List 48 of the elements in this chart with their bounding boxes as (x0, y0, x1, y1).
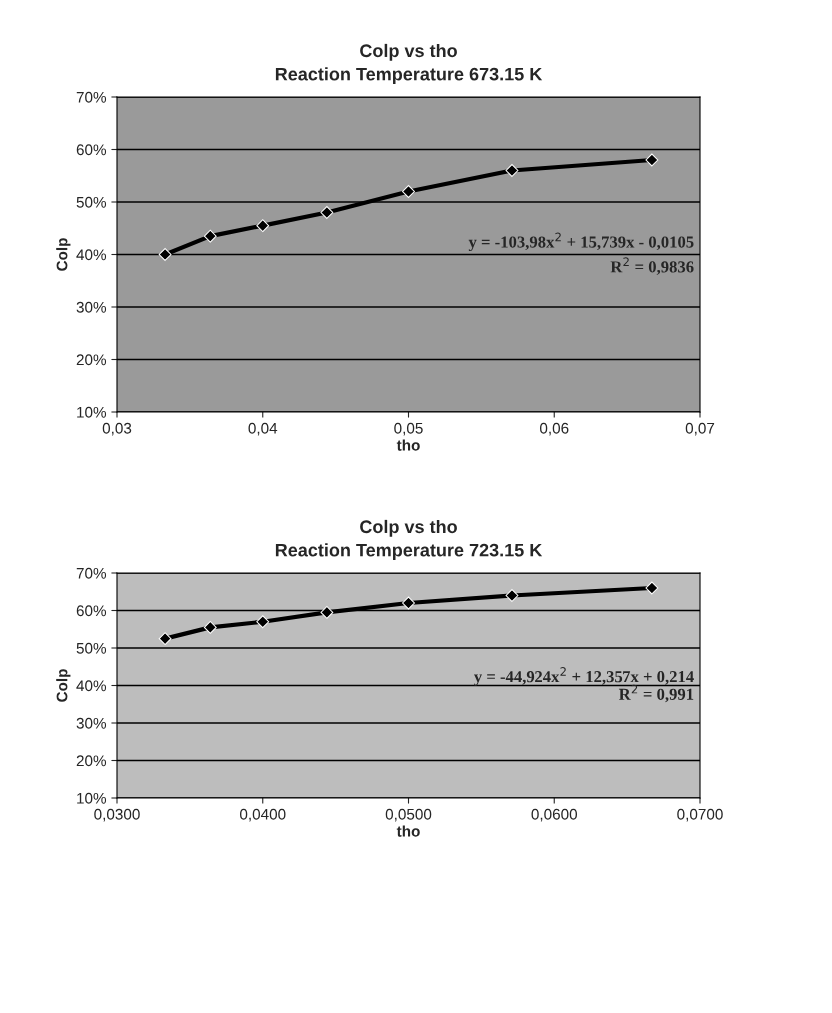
x-tick-label: 0,05 (394, 422, 423, 436)
point (505, 164, 519, 177)
x-tick-label: 0,0700 (677, 808, 723, 822)
point (320, 206, 334, 219)
point (645, 581, 659, 595)
y-tick-label: 50% (76, 642, 107, 654)
point (505, 589, 519, 602)
annotation: R$^{2}$ = 0,991 (618, 684, 694, 703)
point (256, 615, 270, 629)
x-tick-label: 0,0400 (239, 808, 286, 822)
y-tick-label: 60% (76, 144, 107, 156)
point (256, 219, 270, 233)
x-axis-title: tho (396, 439, 420, 451)
chart-title: Colp vs tho Reaction Temperature 673.15 K (275, 43, 543, 85)
x-tick-label: 0,04 (248, 422, 278, 436)
x-tick-label: 0,0600 (531, 808, 578, 822)
x-tick-label: 0,06 (539, 422, 569, 436)
annotation: y = -44,924x$^{2}$ + 12,357x + 0,214 (474, 667, 694, 686)
x-axis-title: tho (396, 825, 420, 837)
y-axis-title: Colp (56, 238, 71, 271)
y-tick-label: 20% (76, 354, 107, 366)
y-tick-label: 40% (76, 680, 107, 692)
point (645, 153, 659, 167)
y-tick-label: 70% (76, 91, 107, 103)
x-tick-label: 0,03 (102, 422, 132, 436)
annotation: y = -103,98x$^{2}$ + 15,739x - 0,0105 (468, 232, 694, 252)
y-tick-label: 70% (76, 567, 107, 579)
x-tick-label: 0,0500 (385, 808, 432, 822)
y-tick-label: 50% (76, 196, 107, 208)
point (203, 620, 217, 634)
y-tick-label: 10% (77, 406, 107, 418)
y-axis-title: Colp (56, 669, 71, 702)
annotation: R$^{2}$ = 0,9836 (610, 257, 694, 275)
y-tick-label: 10% (77, 792, 107, 804)
y-tick-label: 60% (76, 605, 107, 617)
y-tick-label: 30% (76, 301, 107, 313)
point (203, 229, 217, 243)
chart-title: Colp vs tho Reaction Temperature 723.15 K (275, 519, 543, 561)
x-tick-label: 0,07 (685, 422, 715, 436)
point (402, 185, 415, 198)
point (402, 596, 415, 610)
y-tick-label: 20% (76, 755, 107, 767)
point (158, 632, 172, 646)
x-tick-label: 0,0300 (94, 808, 140, 822)
y-tick-label: 40% (76, 249, 107, 261)
point (158, 248, 172, 261)
point (320, 605, 334, 619)
y-tick-label: 30% (76, 717, 107, 729)
